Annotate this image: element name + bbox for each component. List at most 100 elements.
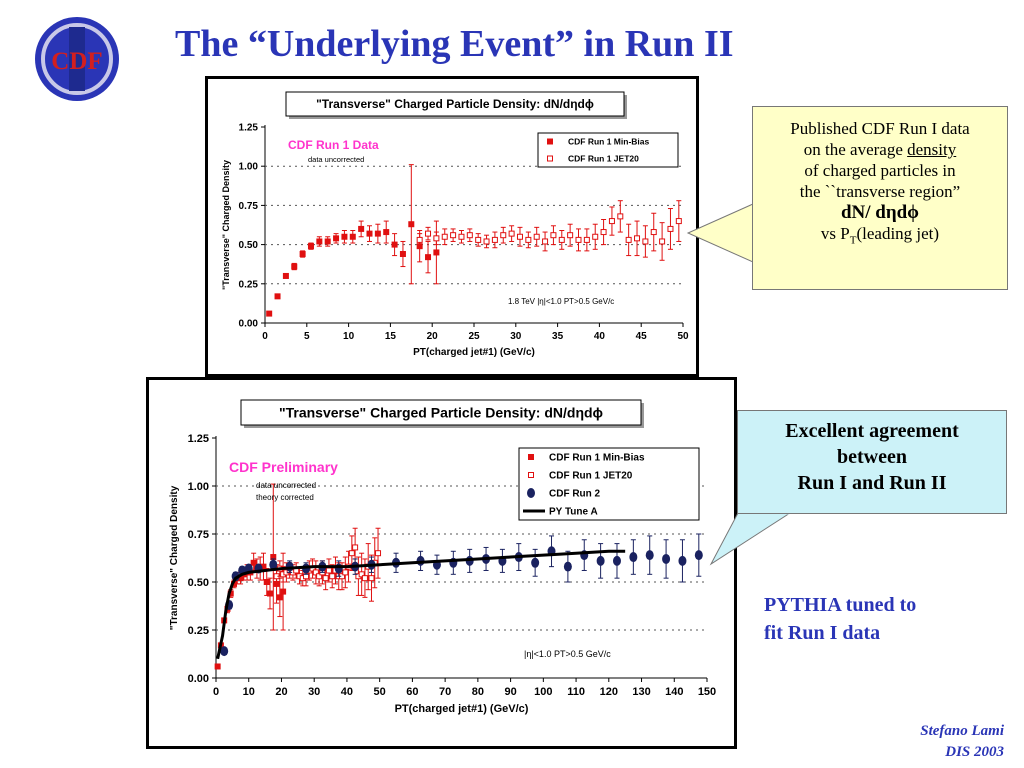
chart-annotation: CDF Preliminary [229,459,338,475]
callout1-line5: dN/ dηdϕ [840,202,920,223]
data-point [375,550,382,557]
y-tick-label: 0.75 [188,529,209,541]
x-tick-label: 60 [406,686,418,698]
data-point [558,236,565,243]
data-point [491,236,498,243]
data-point [433,235,440,242]
data-point [563,561,572,572]
data-point [341,233,348,240]
legend-label: CDF Run 2 [549,489,601,500]
chart-annotation: |η|<1.0 PT>0.5 GeV/c [524,649,611,659]
x-tick-label: 130 [632,686,650,698]
data-point [592,233,599,240]
chart-title-box [240,399,642,426]
data-point [659,238,666,245]
data-point [617,213,624,220]
x-tick-label: 15 [385,331,397,342]
callout2-line3: Run I and Run II [797,472,947,494]
x-tick-label: 25 [468,331,480,342]
data-point [425,230,432,237]
callout1-text: Published CDF Run I data on the average … [752,106,1008,251]
callout1-line2: on the average density [752,139,1008,160]
data-point [274,293,281,300]
data-point [366,230,373,237]
data-point [291,263,298,270]
chart-title: "Transverse" Charged Particle Density: d… [279,404,603,420]
chart-run1: "Transverse" Charged Particle Density: d… [221,91,689,358]
data-point [316,573,323,580]
chart-annotation: 1.8 TeV |η|<1.0 PT>0.5 GeV/c [508,297,614,306]
legend-box [518,447,700,521]
data-point [220,646,229,657]
x-tick-label: 140 [665,686,683,698]
data-point [650,229,657,236]
x-axis-label: PT(charged jet#1) (GeV/c) [395,703,529,715]
callout2-line1: Excellent agreement [785,420,959,442]
y-tick-label: 0.00 [239,319,259,330]
legend-label: PY Tune A [549,507,598,518]
data-point [608,218,615,225]
y-axis-label: "Transverse" Charged Density [221,160,231,290]
legend-label: CDF Run 1 Min-Bias [549,453,645,464]
x-tick-label: 0 [262,331,268,342]
pythia-note: PYTHIA tuned to fit Run I data [764,591,916,647]
data-point [307,243,314,250]
callout1-line1: Published CDF Run I data [790,119,970,138]
x-tick-label: 80 [472,686,484,698]
x-tick-label: 120 [600,686,618,698]
data-point [550,232,557,239]
data-point [358,571,365,578]
x-tick-label: 5 [304,331,310,342]
callout1-line6b: (leading jet) [856,224,940,243]
logo-inner-ring [41,23,113,95]
data-point [596,555,605,566]
data-point [334,563,343,574]
data-point [312,569,319,576]
data-point [583,236,590,243]
x-tick-label: 100 [534,686,552,698]
chart-annotation: data uncorrected [256,481,316,490]
y-tick-label: 0.75 [239,201,259,212]
callout1-line2a: on the average [803,140,908,159]
data-point [667,225,674,232]
data-point [600,229,607,236]
data-point [508,230,515,237]
chart-title-box [285,91,625,117]
legend-label: CDF Run 1 JET20 [549,471,633,482]
data-point [525,236,532,243]
x-axis-label: PT(charged jet#1) (GeV/c) [413,347,535,358]
legend-marker [527,488,535,498]
y-tick-label: 0.25 [239,279,259,290]
x-tick-label: 45 [636,331,648,342]
data-point [214,663,221,670]
data-point [675,218,682,225]
callout1-box [752,106,1008,290]
x-tick-label: 30 [510,331,522,342]
legend-label: CDF Run 1 JET20 [568,153,639,163]
data-point [333,235,340,242]
pythia-line1: PYTHIA tuned to [764,594,917,616]
data-point [642,238,649,245]
data-point [575,236,582,243]
callout1-line6sub: T [849,234,857,247]
cdf-logo: CDF [35,17,119,101]
data-point [383,229,390,236]
legend-label: CDF Run 1 Min-Bias [568,136,649,146]
data-point [458,233,465,240]
x-tick-label: 90 [504,686,516,698]
chart-annotation: theory corrected [256,493,314,502]
data-point [542,238,549,245]
legend-marker [528,472,534,478]
x-tick-label: 110 [567,686,585,698]
data-point [316,238,323,245]
pythia-line2: fit Run I data [764,622,881,644]
data-point [324,238,331,245]
callout1-line2b: density [907,140,957,159]
footer-conference: DIS 2003 [945,744,1004,760]
data-point [348,550,355,557]
data-point [358,225,365,232]
chart-annotation: CDF Run 1 Data [288,138,379,152]
data-point [266,310,273,317]
callout1-line3: of charged particles in [804,161,956,180]
callout1-line4: the ``transverse region” [799,182,961,201]
